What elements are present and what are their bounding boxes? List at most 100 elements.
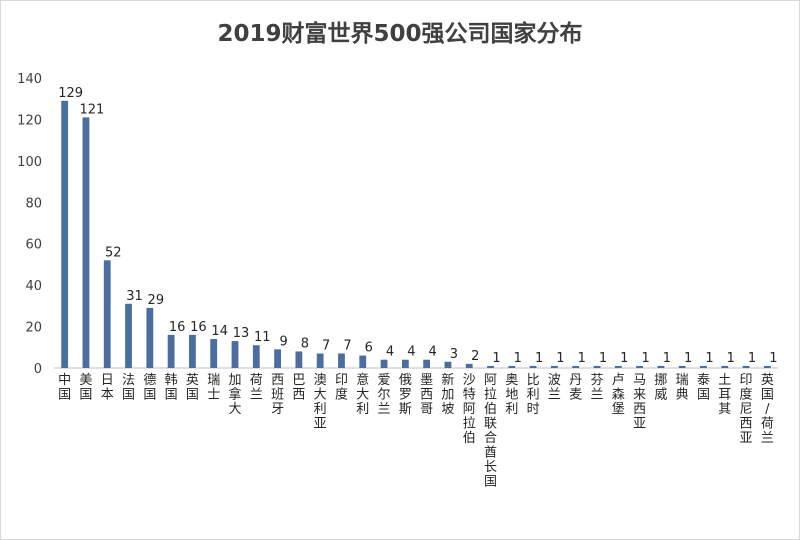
data-label: 1: [748, 351, 756, 366]
data-label: 7: [322, 339, 330, 354]
x-tick-label: 澳大利亚: [314, 372, 327, 432]
x-tick-label: 波兰: [548, 373, 561, 403]
x-tick-label: 瑞典: [676, 373, 689, 403]
data-label: 1: [535, 351, 543, 366]
bar: [657, 365, 665, 368]
bar: [82, 117, 90, 368]
bar: [252, 345, 260, 368]
data-label: 9: [279, 334, 287, 349]
data-label: 13: [233, 326, 250, 341]
y-tick-label: 0: [34, 362, 42, 377]
x-tick-label: 法国: [122, 373, 135, 403]
bar: [614, 365, 622, 368]
bar: [274, 349, 281, 368]
data-label: 4: [429, 345, 437, 360]
data-label: 52: [105, 245, 122, 260]
data-label: 129: [58, 86, 83, 101]
y-tick-label: 20: [25, 321, 42, 336]
bar: [338, 353, 345, 368]
x-tick-label: 芬兰: [590, 373, 603, 403]
bar: [742, 365, 750, 368]
y-tick-label: 60: [25, 238, 42, 253]
data-label: 11: [254, 330, 271, 345]
bar: [529, 365, 537, 368]
x-tick-label: 印度: [335, 373, 348, 403]
x-tick-label: 沙特阿拉伯: [463, 373, 476, 446]
data-label: 14: [211, 324, 228, 339]
x-tick-label: 巴西: [292, 373, 305, 403]
data-label: 1: [514, 351, 522, 366]
y-tick-label: 40: [25, 279, 42, 294]
x-tick-label: 日本: [101, 373, 114, 403]
x-tick-label: 土耳其: [718, 373, 731, 417]
data-label: 6: [365, 341, 373, 356]
data-label: 1: [769, 351, 777, 366]
bar: [572, 365, 580, 368]
data-label: 121: [80, 102, 105, 117]
x-tick-label: 卢森堡: [612, 372, 625, 417]
x-tick-label: 爱尔兰: [378, 373, 391, 417]
y-tick-label: 80: [25, 196, 42, 211]
bar: [487, 365, 494, 368]
x-tick-label: 加拿大: [228, 373, 241, 417]
x-tick-label: 意大利: [356, 372, 369, 417]
x-tick-label: 马来西亚: [633, 373, 646, 432]
x-tick-label: 荷兰: [250, 373, 263, 403]
data-label: 29: [148, 293, 165, 308]
data-label: 1: [727, 351, 735, 366]
data-label: 1: [663, 351, 671, 366]
x-tick-label: 韩国: [165, 373, 178, 403]
bar: [380, 359, 388, 368]
data-label: 16: [169, 320, 186, 335]
data-label: 1: [620, 351, 628, 366]
bar: [508, 365, 516, 368]
x-tick-label: 中国: [58, 373, 71, 403]
bar: [231, 341, 239, 368]
bar: [125, 303, 132, 368]
data-label: 1: [641, 351, 649, 366]
data-label: 4: [386, 345, 394, 360]
bar: [465, 363, 473, 368]
x-tick-label: 泰国: [697, 373, 710, 403]
data-label: 4: [407, 345, 415, 360]
data-label: 2: [471, 349, 479, 364]
bar: [167, 334, 175, 368]
bar: [295, 351, 303, 368]
bar: [636, 365, 643, 368]
x-tick-label: 西班牙: [271, 373, 284, 417]
x-tick-label: 阿拉伯联合酋长国: [484, 373, 497, 490]
data-label: 1: [556, 351, 564, 366]
bar: [593, 365, 601, 368]
y-tick-label: 140: [17, 72, 42, 87]
x-tick-label: 挪威: [654, 373, 667, 403]
bar: [359, 355, 367, 368]
x-tick-label: 瑞士: [207, 373, 220, 403]
x-tick-label: 英国/荷兰: [761, 373, 774, 446]
data-label: 3: [450, 347, 458, 362]
data-label: 1: [578, 351, 586, 366]
x-tick-label: 丹麦: [569, 373, 582, 403]
y-tick-label: 120: [17, 113, 42, 128]
bar: [700, 365, 707, 368]
bar: [763, 365, 771, 368]
bar: [210, 339, 218, 368]
bar: [721, 365, 729, 368]
bar: [423, 359, 431, 368]
x-tick-label: 俄罗斯: [399, 373, 412, 417]
data-label: 1: [705, 351, 713, 366]
data-label: 31: [126, 289, 143, 304]
bar: [61, 100, 69, 369]
x-tick-label: 印度尼西亚: [740, 373, 753, 446]
data-label: 7: [343, 339, 351, 354]
bar: [551, 365, 558, 368]
data-label: 8: [301, 336, 309, 351]
bar: [316, 353, 324, 368]
data-label: 16: [190, 320, 207, 335]
x-tick-label: 英国: [186, 373, 199, 403]
chart-title: 2019财富世界500强公司国家分布: [217, 21, 583, 47]
x-tick-label: 奥地利: [505, 373, 518, 417]
data-label: 1: [599, 351, 607, 366]
bar: [103, 260, 111, 368]
